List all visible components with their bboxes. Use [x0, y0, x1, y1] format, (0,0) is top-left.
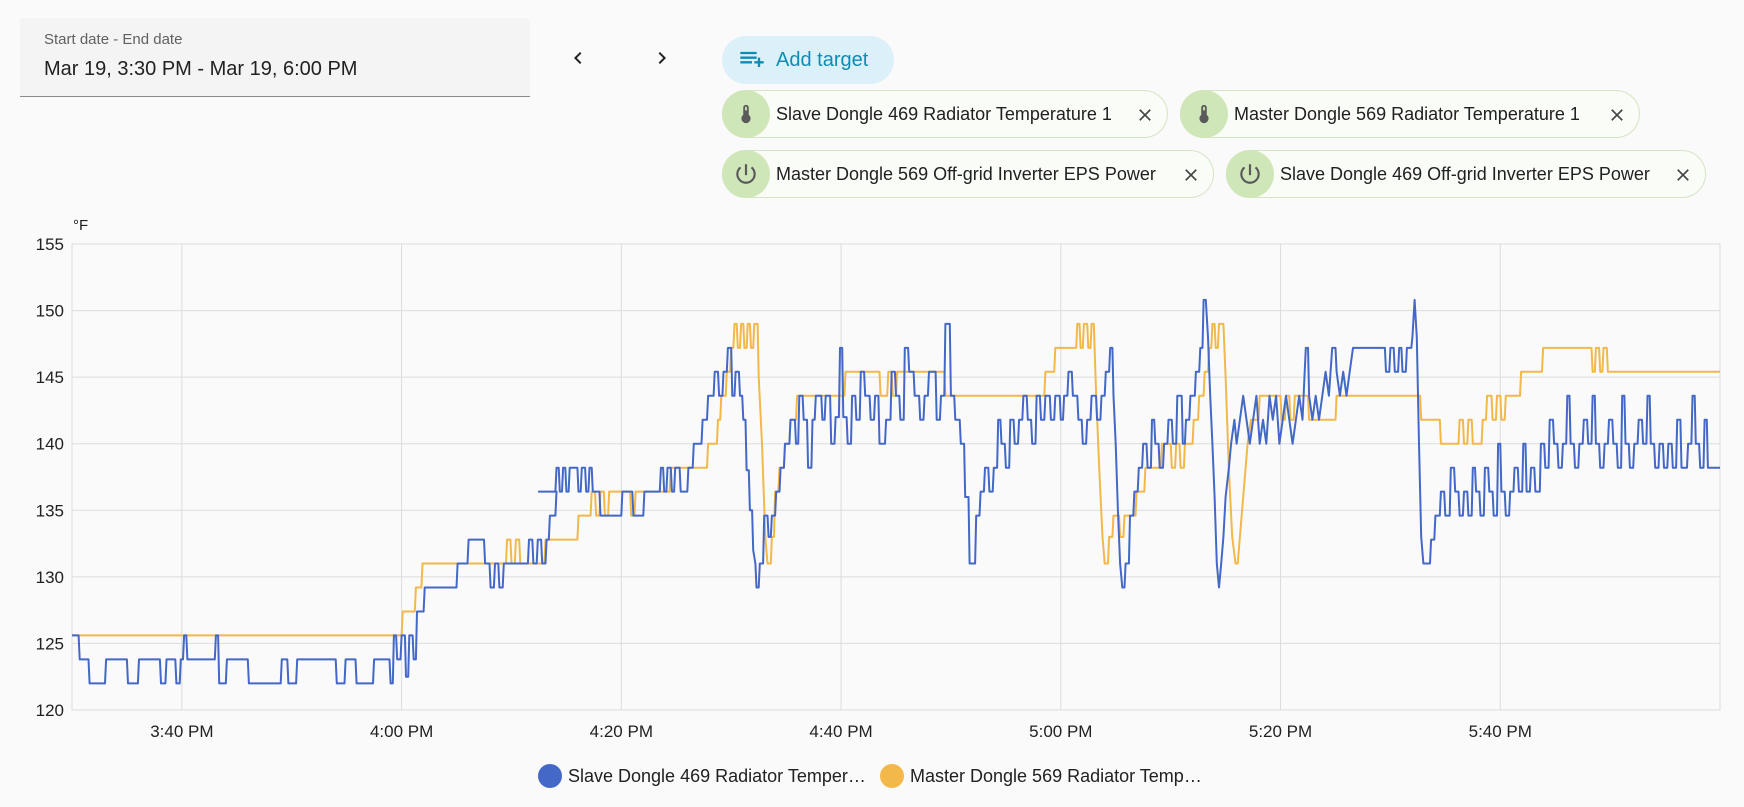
next-range-button[interactable]	[638, 34, 686, 82]
y-tick-label: 135	[36, 501, 64, 520]
x-tick-label: 5:00 PM	[1029, 722, 1092, 741]
x-tick-label: 4:00 PM	[370, 722, 433, 741]
legend-label: Slave Dongle 469 Radiator Temper…	[568, 765, 866, 786]
power-icon	[1226, 150, 1274, 198]
target-chip-label: Slave Dongle 469 Radiator Temperature 1	[776, 103, 1112, 124]
target-chip-label: Master Dongle 569 Radiator Temperature 1	[1234, 103, 1580, 124]
x-tick-label: 5:20 PM	[1249, 722, 1312, 741]
remove-target-button[interactable]	[1179, 163, 1203, 187]
target-chip-label: Slave Dongle 469 Off-grid Inverter EPS P…	[1280, 163, 1650, 184]
legend-item-master-temperature[interactable]: Master Dongle 569 Radiator Temp…	[880, 764, 1202, 788]
previous-range-button[interactable]	[554, 34, 602, 82]
target-chip-master-temperature: Master Dongle 569 Radiator Temperature 1	[1180, 90, 1640, 138]
legend-swatch	[880, 764, 904, 788]
y-tick-label: 155	[36, 235, 64, 254]
add-target-button[interactable]: Add target	[722, 36, 894, 84]
chevron-right-icon	[658, 52, 666, 64]
x-tick-label: 3:40 PM	[150, 722, 213, 741]
close-icon	[1185, 169, 1197, 181]
legend-item-slave-temperature[interactable]: Slave Dongle 469 Radiator Temper…	[538, 764, 866, 788]
y-tick-label: 125	[36, 634, 64, 653]
y-tick-label: 120	[36, 701, 64, 720]
date-range-value[interactable]: Mar 19, 3:30 PM - Mar 19, 6:00 PM	[44, 58, 358, 80]
date-range-picker[interactable]: Start date - End date Mar 19, 3:30 PM - …	[20, 18, 530, 97]
target-chip-master-eps-power: Master Dongle 569 Off-grid Inverter EPS …	[722, 150, 1214, 198]
target-chip-slave-eps-power: Slave Dongle 469 Off-grid Inverter EPS P…	[1226, 150, 1706, 198]
chevron-left-icon	[574, 52, 582, 64]
history-line-chart[interactable]: 120 125 130 135 140 145 150 155 3:40 PM 4:00 PM 4:…	[0, 210, 1744, 750]
x-tick-label: 4:20 PM	[590, 722, 653, 741]
thermometer-icon	[722, 90, 770, 138]
remove-target-button[interactable]	[1133, 103, 1157, 127]
remove-target-button[interactable]	[1671, 163, 1695, 187]
close-icon	[1677, 169, 1689, 181]
remove-target-button[interactable]	[1605, 103, 1629, 127]
close-icon	[1139, 109, 1151, 121]
close-icon	[1611, 109, 1623, 121]
legend-label: Master Dongle 569 Radiator Temp…	[910, 765, 1202, 786]
series-line-slave-temperature	[72, 298, 1720, 685]
add-target-label: Add target	[776, 48, 869, 71]
thermometer-icon	[1180, 90, 1228, 138]
y-tick-label: 130	[36, 568, 64, 587]
y-axis-unit-label: °F	[73, 217, 88, 234]
y-tick-label: 140	[36, 435, 64, 454]
legend-swatch	[538, 764, 562, 788]
target-chip-label: Master Dongle 569 Off-grid Inverter EPS …	[776, 163, 1156, 184]
date-range-label: Start date - End date	[44, 31, 183, 48]
x-tick-label: 4:40 PM	[809, 722, 872, 741]
playlist-plus-icon	[740, 51, 764, 67]
y-tick-label: 145	[36, 368, 64, 387]
target-chip-slave-temperature: Slave Dongle 469 Radiator Temperature 1	[722, 90, 1168, 138]
power-icon	[722, 150, 770, 198]
x-tick-label: 5:40 PM	[1469, 722, 1532, 741]
y-tick-label: 150	[36, 302, 64, 321]
